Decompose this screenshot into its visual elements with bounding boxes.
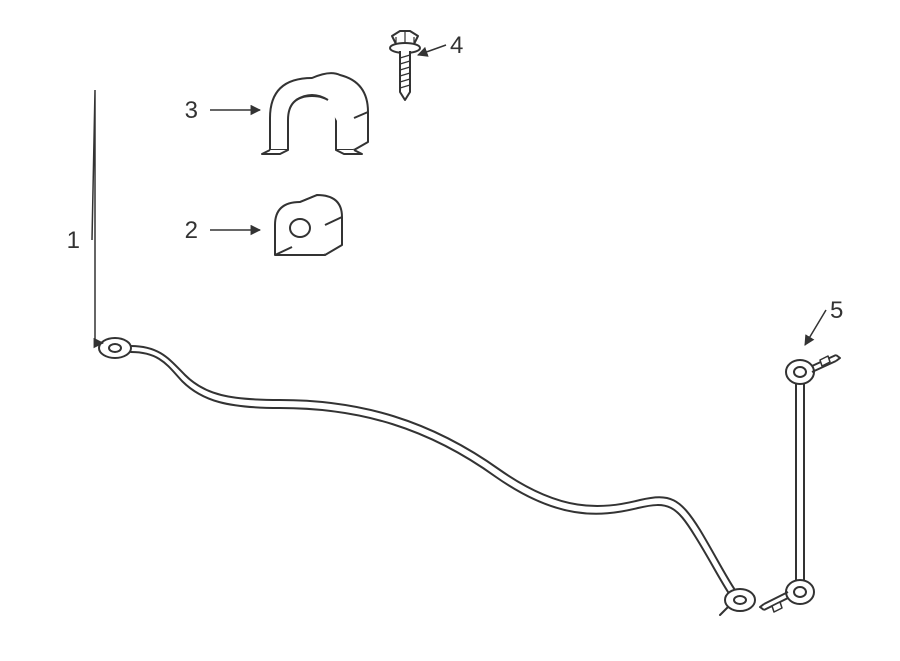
- callout-leader-5: [805, 310, 826, 345]
- callout-label-3: 3: [185, 97, 198, 124]
- callout-label-5: 5: [830, 297, 843, 324]
- bracket-clamp: [262, 73, 368, 154]
- bolt: [390, 31, 420, 100]
- callout-label-1: 1: [67, 227, 80, 254]
- callout-leader-1: [92, 90, 103, 343]
- callout-leader-4: [418, 45, 446, 55]
- stabilizer-link: [760, 355, 840, 612]
- callout-layer: [92, 45, 826, 345]
- label-layer: 1 2 3 4 5: [67, 32, 844, 324]
- parts-diagram: 1 2 3 4 5: [0, 0, 900, 661]
- bushing: [275, 195, 342, 255]
- callout-label-2: 2: [185, 217, 198, 244]
- stabilizer-bar: [99, 338, 755, 615]
- callout-label-4: 4: [450, 32, 463, 59]
